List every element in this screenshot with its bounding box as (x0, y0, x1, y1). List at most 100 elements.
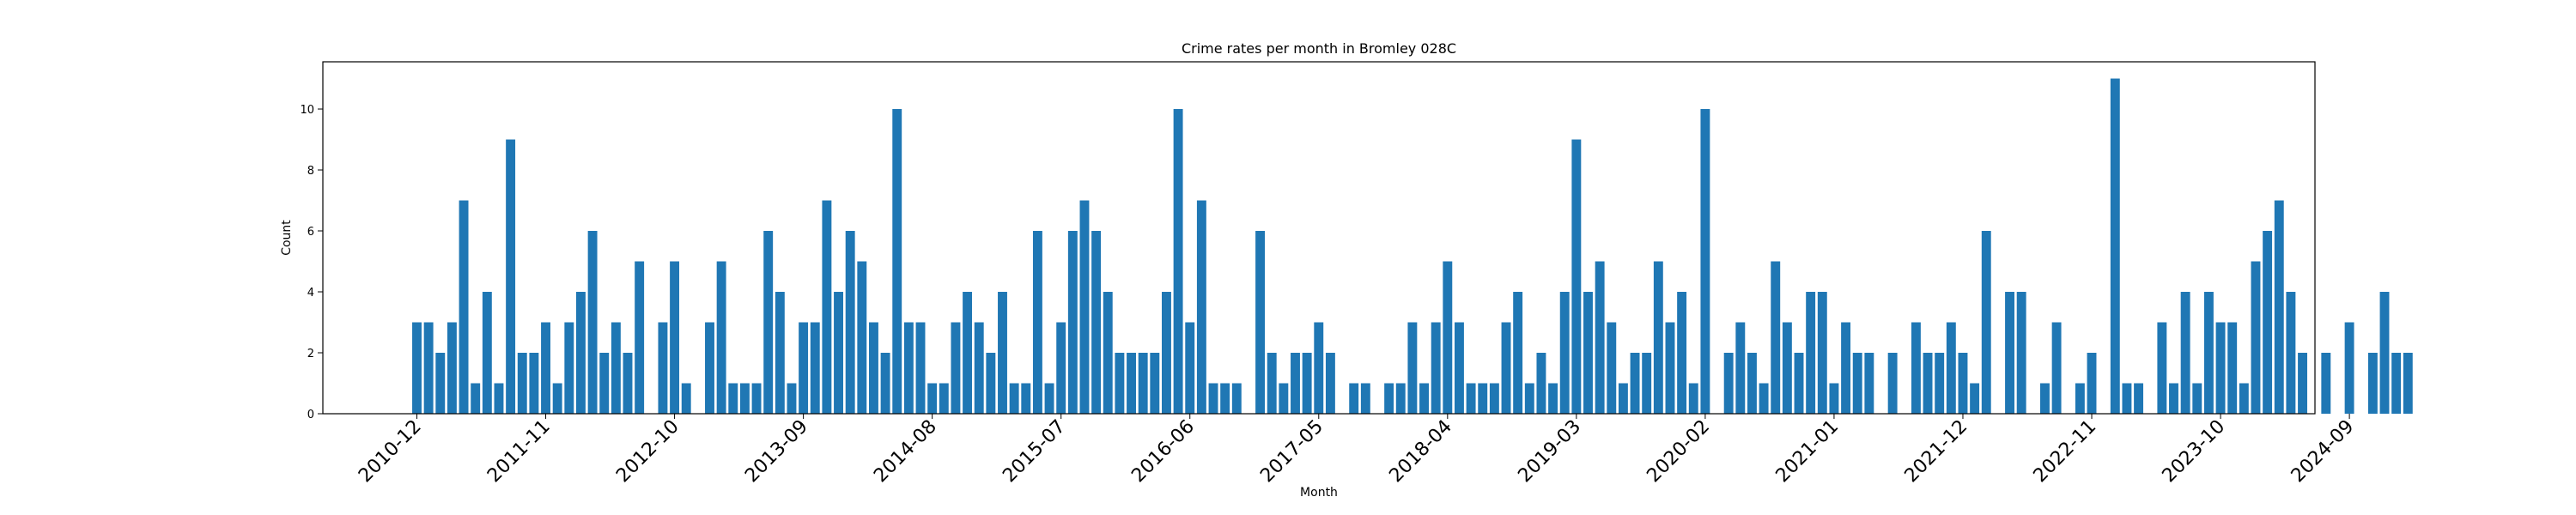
bar (1279, 383, 1289, 414)
x-tick-label: 2020-02 (1643, 416, 1714, 488)
bar (1923, 353, 1933, 414)
y-tick-label: 8 (307, 165, 314, 178)
bar (834, 292, 843, 414)
bar (880, 353, 890, 414)
bar (1513, 292, 1523, 414)
bar (1056, 322, 1066, 414)
bar (482, 292, 492, 414)
bar (2215, 322, 2226, 414)
bar (1524, 383, 1534, 414)
bar (1231, 383, 1242, 414)
y-tick-label: 4 (307, 287, 314, 300)
bar (1291, 353, 1300, 414)
bar (552, 383, 562, 414)
bar (1173, 109, 1183, 415)
bar (1455, 322, 1464, 414)
bar (2321, 353, 2331, 414)
bar (1665, 322, 1675, 414)
bar (1360, 383, 1370, 414)
x-tick-label: 2024-09 (2287, 416, 2359, 488)
bar (1196, 200, 1206, 414)
bar (1067, 231, 1078, 414)
bar (623, 353, 633, 414)
bar (1443, 261, 1453, 414)
bar (2157, 322, 2167, 414)
bar (739, 383, 750, 414)
bar (1255, 231, 1266, 414)
x-tick-label: 2011-11 (483, 416, 555, 488)
bar (611, 322, 621, 414)
bar (1946, 322, 1956, 414)
bar (447, 322, 457, 414)
y-axis-label: Count (280, 220, 294, 256)
bar (2134, 383, 2144, 414)
x-axis-label: Month (1300, 486, 1338, 500)
bar (1536, 353, 1546, 414)
bar (1817, 292, 1827, 414)
bar (529, 353, 539, 414)
x-tick-label: 2023-10 (2159, 416, 2230, 488)
bar (1115, 353, 1125, 414)
bar (1431, 322, 1441, 414)
bar (1981, 231, 1991, 414)
bar (635, 261, 645, 414)
bar (1607, 322, 1617, 414)
bar (1162, 292, 1171, 414)
bar (998, 292, 1007, 414)
bar (705, 322, 714, 414)
x-tick-label: 2021-12 (1901, 416, 1972, 488)
bar (716, 261, 726, 414)
bar (2122, 383, 2132, 414)
bar (1220, 383, 1230, 414)
bar (2391, 353, 2402, 414)
bar (1864, 353, 1874, 414)
bar (2110, 78, 2120, 415)
bar (1466, 383, 1476, 414)
bar (1044, 383, 1054, 414)
bar (2227, 322, 2238, 414)
bar (787, 383, 797, 414)
bar (2263, 231, 2273, 414)
bar (1771, 261, 1781, 414)
bar (1559, 292, 1570, 414)
bar (1677, 292, 1687, 414)
bar (564, 322, 574, 414)
bar (435, 353, 446, 414)
bar (2298, 353, 2307, 414)
bar (1032, 231, 1042, 414)
bar (857, 261, 867, 414)
bar (1759, 383, 1769, 414)
bar (412, 322, 422, 414)
x-tick-label: 2021-01 (1772, 416, 1844, 488)
bar (2169, 383, 2178, 414)
x-tick-label: 2015-07 (999, 416, 1070, 488)
bar (2180, 292, 2190, 414)
plot-frame (322, 61, 2316, 415)
bar (2040, 383, 2050, 414)
bar (1806, 292, 1816, 414)
bar (963, 292, 973, 414)
bar (1747, 353, 1757, 414)
bar (939, 383, 949, 414)
x-tick-label: 2012-10 (612, 416, 683, 488)
bar (1653, 261, 1663, 414)
bar (1548, 383, 1558, 414)
bar (471, 383, 481, 414)
bar (2192, 383, 2202, 414)
bar (599, 353, 610, 414)
x-tick-label: 2010-12 (355, 416, 426, 488)
bar (1314, 322, 1324, 414)
bar (423, 322, 434, 414)
bar (775, 292, 785, 414)
bar (494, 383, 504, 414)
bar (2005, 292, 2014, 414)
bar (951, 322, 961, 414)
bar (2251, 261, 2261, 414)
bar (822, 200, 832, 414)
bar (1723, 353, 1734, 414)
bar (541, 322, 550, 414)
bar (728, 383, 738, 414)
bar (1349, 383, 1359, 414)
bar (1935, 353, 1945, 414)
